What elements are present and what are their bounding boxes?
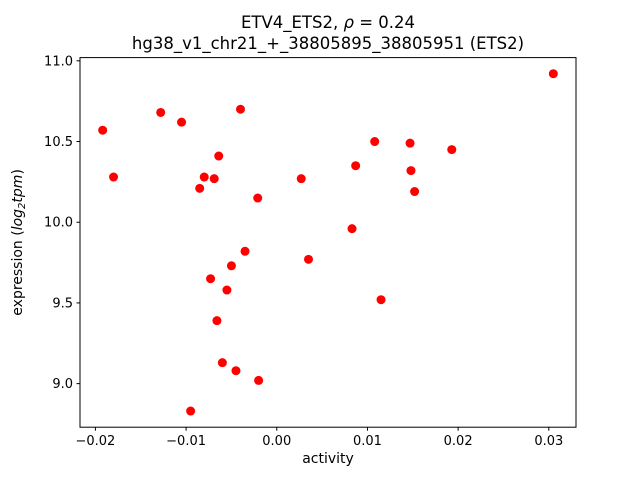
y-tick-label: 9.5 xyxy=(52,296,73,311)
scatter-point xyxy=(214,151,224,161)
scatter-point xyxy=(347,224,357,234)
scatter-point xyxy=(217,358,227,368)
scatter-point xyxy=(304,254,314,264)
scatter-point xyxy=(296,174,306,184)
scatter-point xyxy=(177,117,187,127)
plot-area xyxy=(79,57,577,428)
scatter-point xyxy=(376,295,386,305)
x-tick-label: 0.00 xyxy=(262,434,291,449)
scatter-point xyxy=(410,187,420,197)
scatter-point xyxy=(98,125,108,135)
scatter-point xyxy=(206,274,216,284)
scatter-point xyxy=(447,145,457,155)
y-axis-ticks: 9.0 9.5 10.0 10.5 11.0 xyxy=(44,54,80,392)
scatter-point xyxy=(209,174,219,184)
scatter-point xyxy=(199,172,209,182)
rho-symbol: ρ xyxy=(343,13,354,32)
y-tick-label: 11.0 xyxy=(44,54,73,69)
scatter-point xyxy=(186,406,196,416)
scatter-point xyxy=(226,261,236,271)
y-axis-label: expression (log2tpm) xyxy=(10,169,28,316)
scatter-point xyxy=(222,285,232,295)
scatter-point xyxy=(253,193,263,203)
scatter-point xyxy=(212,316,222,326)
scatter-point xyxy=(254,375,264,385)
scatter-points xyxy=(98,69,558,416)
scatter-point xyxy=(240,246,250,256)
scatter-point xyxy=(405,138,415,148)
x-tick-label: 0.01 xyxy=(353,434,382,449)
x-tick-label: −0.01 xyxy=(166,434,206,449)
x-axis-label: activity xyxy=(302,451,354,467)
scatter-point xyxy=(351,161,361,171)
scatter-point xyxy=(231,366,241,376)
y-tick-label: 10.0 xyxy=(44,216,73,231)
x-tick-label: 0.02 xyxy=(444,434,473,449)
subscript-2: 2 xyxy=(17,203,28,209)
scatter-point xyxy=(406,166,416,176)
scatter-point xyxy=(235,104,245,114)
y-tick-label: 10.5 xyxy=(44,135,73,150)
x-tick-label: 0.03 xyxy=(534,434,563,449)
scatter-point xyxy=(548,69,558,79)
scatter-point xyxy=(195,183,205,193)
y-tick-label: 9.0 xyxy=(52,377,73,392)
scatter-point xyxy=(109,172,119,182)
scatter-point xyxy=(370,137,380,147)
chart-title-line1: ETV4_ETS2, ρ = 0.24 xyxy=(241,13,415,33)
x-tick-label: −0.02 xyxy=(75,434,115,449)
scatter-point xyxy=(156,107,166,117)
x-axis-ticks: −0.02 −0.01 0.00 0.01 0.02 0.03 xyxy=(75,427,563,449)
chart-title-line2: hg38_v1_chr21_+_38805895_38805951 (ETS2) xyxy=(132,34,524,54)
